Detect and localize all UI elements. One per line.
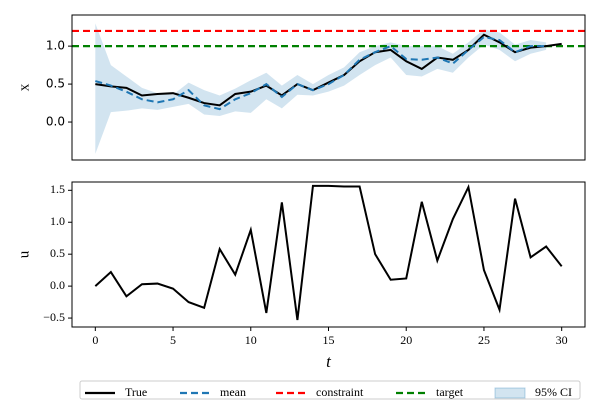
x-tick-label: 10 <box>245 333 257 347</box>
legend-label: target <box>436 385 464 399</box>
y-axis-label: x <box>16 83 32 91</box>
y-axis-label: u <box>16 250 32 258</box>
axes-frame <box>71 181 586 328</box>
y-tick-label: 1.0 <box>46 39 65 53</box>
x-tick-label: 20 <box>400 333 412 347</box>
y-tick-label: 0.5 <box>50 246 65 260</box>
y-tick-label: 1.0 <box>50 214 65 228</box>
legend-label: mean <box>220 385 246 399</box>
legend-label: constraint <box>316 385 364 399</box>
y-tick-label: 0.0 <box>50 278 65 292</box>
y-tick-label: 0.0 <box>46 115 65 129</box>
legend-box <box>79 380 581 400</box>
axes-frame <box>71 14 586 161</box>
x-axis-label: t <box>326 352 332 371</box>
series-line <box>94 183 563 321</box>
legend-handle <box>494 387 526 399</box>
x-tick-label: 25 <box>478 333 490 347</box>
y-tick-label: 1.5 <box>50 182 65 196</box>
x-tick-label: 30 <box>556 333 568 347</box>
legend-label: True <box>125 385 147 399</box>
x-tick-label: 0 <box>92 333 98 347</box>
x-tick-label: 15 <box>323 333 335 347</box>
y-tick-label: 0.5 <box>46 77 65 91</box>
x-tick-label: 5 <box>170 333 176 347</box>
ci-band <box>95 23 547 154</box>
y-tick-label: −0.5 <box>43 310 65 324</box>
series-line <box>95 33 562 107</box>
series-line <box>95 35 547 111</box>
legend-label: 95% CI <box>535 385 572 399</box>
